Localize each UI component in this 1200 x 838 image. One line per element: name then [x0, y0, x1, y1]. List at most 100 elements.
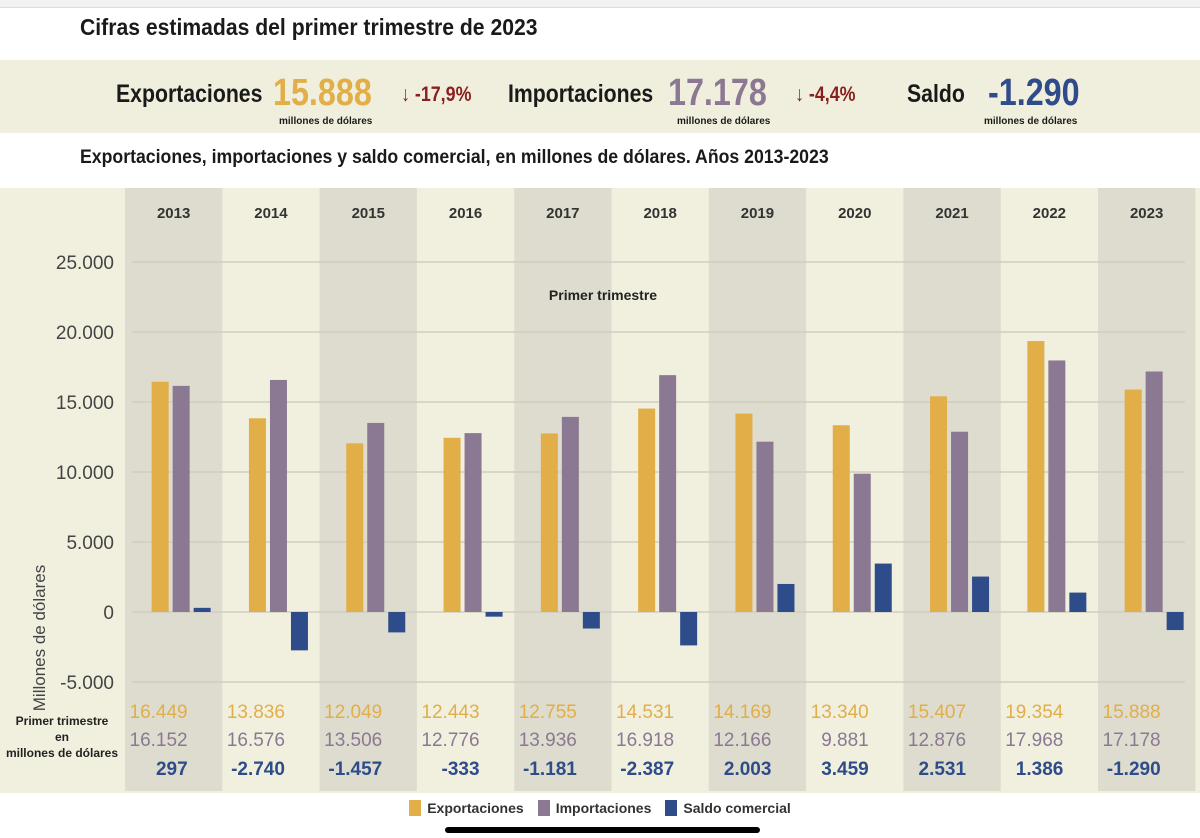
data-label: 15.407	[908, 702, 966, 723]
x-tick-label: 2023	[1130, 205, 1163, 222]
data-label: 297	[156, 759, 188, 780]
import-bar	[659, 375, 677, 612]
data-label: 12.776	[421, 730, 479, 751]
balance-bar	[874, 563, 892, 612]
import-bar	[1145, 371, 1163, 612]
balance-value: -1.290	[988, 72, 1080, 114]
data-label: 14.531	[616, 702, 674, 723]
x-tick-label: 2020	[838, 205, 871, 222]
balance-bar	[777, 583, 795, 612]
exports-value: 15.888	[273, 72, 372, 114]
balance-bar	[485, 612, 503, 617]
data-label: 14.169	[713, 702, 771, 723]
x-tick-label: 2014	[254, 205, 288, 222]
data-label: 16.449	[130, 702, 188, 723]
y-axis-label: Millones de dólares	[30, 565, 49, 711]
y-tick-label: 15.000	[56, 393, 114, 414]
x-tick-label: 2017	[546, 205, 579, 222]
balance-bar	[193, 607, 211, 612]
balance-bar	[582, 612, 600, 629]
data-label: 19.354	[1005, 702, 1064, 723]
kpi-strip: Exportaciones 15.888 ↓ -17,9% millones d…	[0, 60, 1200, 133]
x-tick-label: 2021	[935, 205, 968, 222]
data-label: 12.166	[713, 730, 771, 751]
legend-balance: Saldo comercial	[665, 800, 791, 816]
data-label: 16.918	[616, 730, 674, 751]
legend-swatch	[537, 800, 550, 816]
home-indicator[interactable]	[445, 827, 760, 833]
y-tick-label: 20.000	[56, 323, 114, 344]
export-bar	[151, 381, 169, 612]
import-bar	[853, 473, 871, 612]
x-tick-label: 2016	[449, 205, 482, 222]
data-label: -2.740	[231, 759, 285, 780]
data-label: 15.888	[1103, 702, 1161, 723]
imports-value: 17.178	[668, 72, 767, 114]
data-label: 12.443	[421, 702, 479, 723]
annotation: Primer trimestre	[549, 287, 657, 303]
legend-swatch	[665, 800, 678, 816]
export-bar	[540, 433, 558, 612]
balance-label: Saldo	[907, 80, 965, 108]
x-tick-label: 2022	[1033, 205, 1066, 222]
data-label: 16.576	[227, 730, 285, 751]
legend: Exportaciones Importaciones Saldo comerc…	[0, 800, 1200, 816]
export-bar	[832, 425, 850, 612]
data-label: 16.152	[130, 730, 188, 751]
table-row-label: en	[55, 730, 69, 744]
data-label: 12.876	[908, 730, 966, 751]
data-label: -333	[442, 759, 480, 780]
chart-title: Exportaciones, importaciones y saldo com…	[80, 147, 829, 168]
browser-top-bar	[0, 0, 1200, 8]
export-bar	[248, 418, 266, 612]
export-bar	[346, 443, 364, 612]
exports-label: Exportaciones	[116, 80, 263, 108]
y-tick-label: 25.000	[56, 253, 114, 274]
bar-chart: 25.000 20.000 15.000 10.000 5.000 0 -5.000 Mill…	[0, 188, 1200, 793]
balance-bar	[290, 612, 308, 651]
balance-bar	[972, 576, 990, 612]
data-label: -1.457	[328, 759, 382, 780]
data-label: -2.387	[620, 759, 674, 780]
y-tick-label: 5.000	[66, 533, 114, 554]
exports-change: ↓ -17,9%	[401, 83, 472, 106]
export-bar	[1124, 389, 1142, 612]
x-tick-label: 2018	[643, 205, 676, 222]
data-label: 12.755	[519, 702, 577, 723]
y-tick-label: 0	[103, 603, 114, 624]
y-tick-label: 10.000	[56, 463, 114, 484]
data-label: -1.181	[523, 759, 577, 780]
imports-unit: millones de dólares	[677, 116, 771, 127]
data-label: 13.836	[227, 702, 285, 723]
page-title: Cifras estimadas del primer trimestre de…	[80, 14, 538, 40]
table-row-label: Primer trimestre	[16, 714, 109, 728]
export-bar	[1027, 341, 1045, 612]
data-label: 9.881	[821, 730, 869, 751]
data-label: 12.049	[324, 702, 382, 723]
data-label: 17.178	[1103, 730, 1161, 751]
y-tick-label: -5.000	[60, 673, 114, 694]
exports-unit: millones de dólares	[279, 116, 373, 127]
export-bar	[735, 413, 753, 612]
data-label: 1.386	[1016, 759, 1064, 780]
data-label: 13.936	[519, 730, 577, 751]
data-label: 2.531	[919, 759, 967, 780]
balance-bar	[680, 612, 698, 646]
import-bar	[561, 416, 579, 612]
x-tick-label: 2013	[157, 205, 190, 222]
balance-unit: millones de dólares	[984, 116, 1078, 127]
x-tick-label: 2019	[741, 205, 774, 222]
data-label: 13.506	[324, 730, 382, 751]
data-label: 17.968	[1005, 730, 1063, 751]
data-label: 2.003	[724, 759, 772, 780]
export-bar	[443, 437, 461, 612]
import-bar	[464, 433, 482, 612]
legend-swatch	[409, 800, 422, 816]
legend-imports: Importaciones	[537, 800, 651, 816]
export-bar	[638, 408, 656, 612]
table-row-label: millones de dólares	[6, 746, 118, 760]
data-label: -1.290	[1107, 759, 1161, 780]
export-bar	[930, 396, 948, 612]
legend-exports: Exportaciones	[409, 800, 524, 816]
balance-bar	[1166, 612, 1184, 631]
